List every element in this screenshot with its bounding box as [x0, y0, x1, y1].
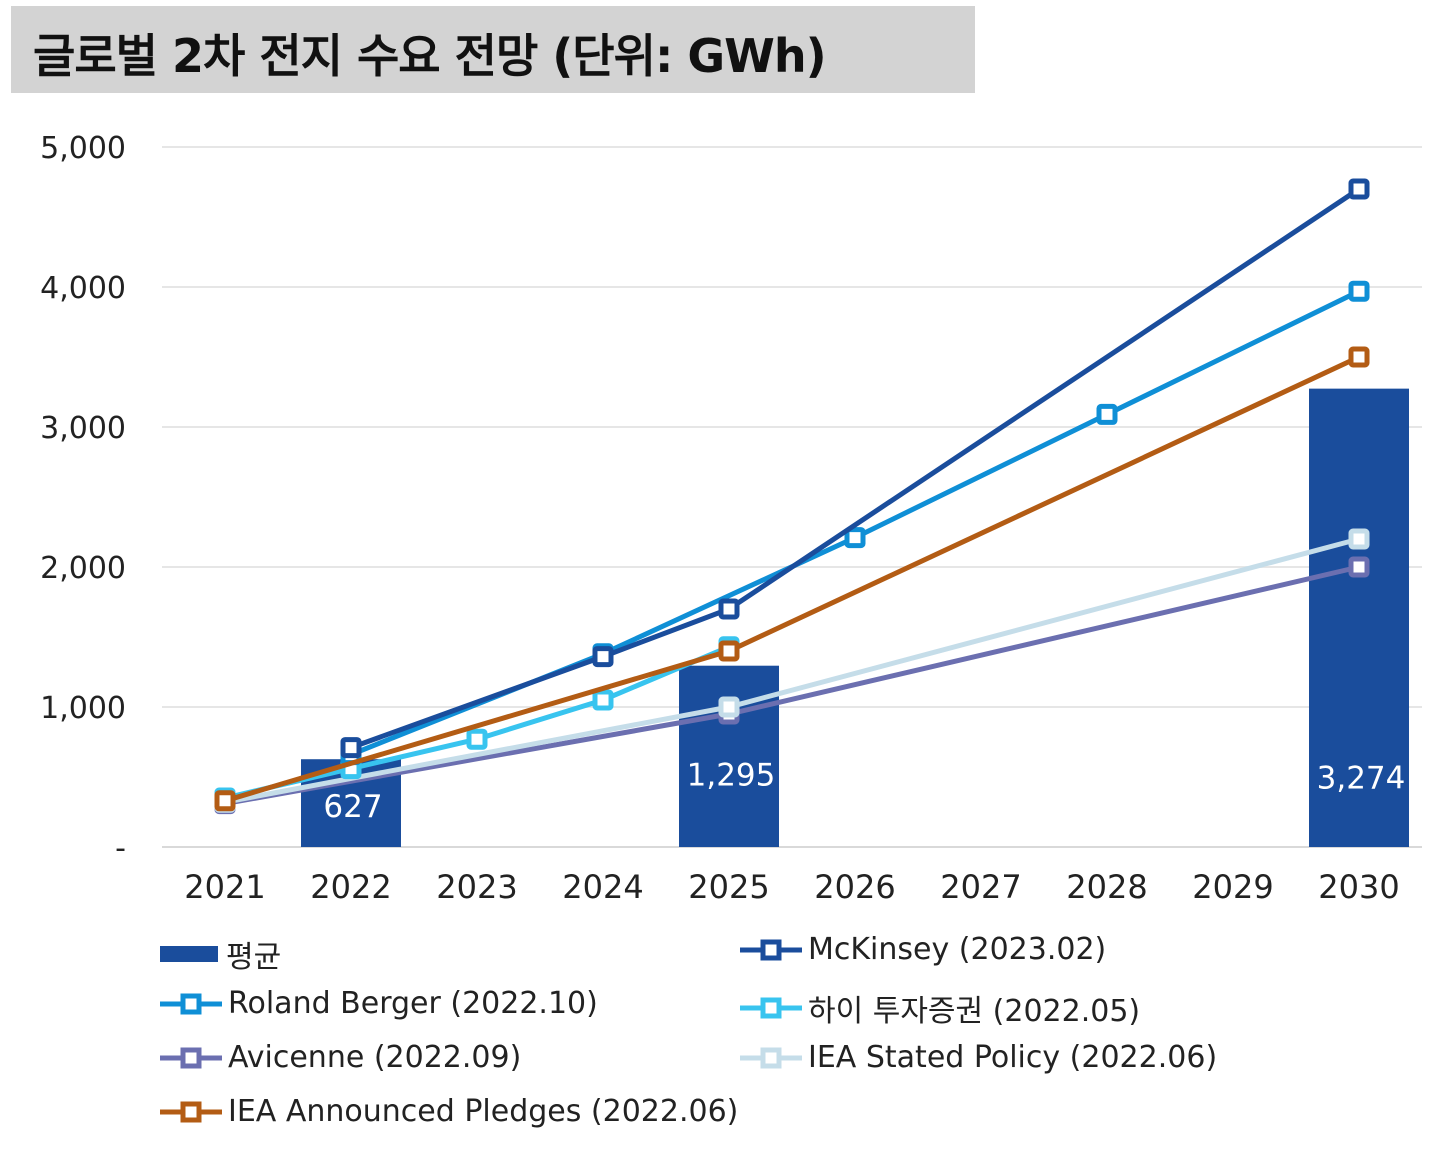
x-tick-label: 2027	[940, 868, 1021, 906]
x-tick-label: 2022	[310, 868, 391, 906]
legend-label: Avicenne (2022.09)	[228, 1040, 522, 1075]
legend-item: IEA Stated Policy (2022.06)	[740, 1040, 1217, 1075]
x-tick-label: 2023	[436, 868, 517, 906]
data-point-marker	[718, 640, 740, 662]
y-tick-label: 3,000	[40, 411, 126, 446]
chart-title: 글로벌 2차 전지 수요 전망 (단위: GWh)	[33, 29, 827, 83]
y-tick-label: 4,000	[40, 271, 126, 306]
legend-item: 평균	[160, 932, 281, 976]
data-point-marker	[1348, 280, 1370, 302]
bar-data-label: 3,274	[1317, 761, 1406, 797]
legend-line-marker-icon	[740, 997, 802, 1019]
y-tick-label: -	[115, 831, 126, 866]
x-tick-label: 2028	[1066, 868, 1147, 906]
legend-line-marker-icon	[160, 1101, 222, 1122]
legend-item: Avicenne (2022.09)	[160, 1040, 521, 1075]
data-point-marker	[592, 646, 614, 668]
x-tick-label: 2024	[562, 868, 643, 906]
x-tick-label: 2026	[814, 868, 895, 906]
legend-line-marker-icon	[160, 993, 222, 1014]
data-point-marker	[718, 696, 740, 718]
legend-line-marker-icon	[740, 1047, 802, 1068]
legend-label: McKinsey (2023.02)	[808, 932, 1107, 967]
x-tick-label: 2029	[1192, 868, 1273, 906]
data-point-marker	[466, 728, 488, 750]
legend-label: IEA Announced Pledges (2022.06)	[228, 1094, 739, 1129]
y-tick-label: 1,000	[40, 691, 126, 726]
x-tick-label: 2030	[1318, 868, 1399, 906]
legend-line-marker-icon	[160, 1047, 222, 1068]
data-point-marker	[340, 737, 362, 759]
data-point-marker	[1348, 346, 1370, 368]
data-point-marker	[844, 527, 866, 549]
legend-item: 하이 투자증권 (2022.05)	[740, 986, 1140, 1030]
legend-label: 평균	[226, 940, 282, 975]
bar-average	[1309, 388, 1409, 847]
x-tick-label: 2025	[688, 868, 769, 906]
data-point-marker	[214, 790, 236, 812]
data-point-marker	[1096, 403, 1118, 425]
data-point-marker	[1348, 178, 1370, 200]
bar-average	[679, 665, 779, 847]
legend-line-marker-icon	[740, 939, 802, 960]
y-tick-label: 2,000	[40, 551, 126, 586]
legend-label: 하이 투자증권 (2022.05)	[808, 994, 1141, 1029]
legend-bar-swatch	[160, 946, 218, 962]
data-point-marker	[1348, 556, 1370, 578]
data-point-marker	[1348, 528, 1370, 550]
legend-item: McKinsey (2023.02)	[740, 932, 1106, 967]
series-line	[350, 186, 1361, 750]
data-point-marker	[718, 598, 740, 620]
legend-label: IEA Stated Policy (2022.06)	[808, 1040, 1218, 1075]
title-banner: 글로벌 2차 전지 수요 전망 (단위: GWh)	[11, 6, 975, 93]
data-point-marker	[592, 689, 614, 711]
bar-data-label: 1,295	[687, 758, 776, 794]
legend-label: Roland Berger (2022.10)	[228, 986, 598, 1021]
bar-data-label: 627	[323, 789, 382, 825]
legend-item: IEA Announced Pledges (2022.06)	[160, 1094, 738, 1129]
legend-item: Roland Berger (2022.10)	[160, 986, 598, 1021]
y-tick-label: 5,000	[40, 131, 126, 166]
x-tick-label: 2021	[184, 868, 265, 906]
